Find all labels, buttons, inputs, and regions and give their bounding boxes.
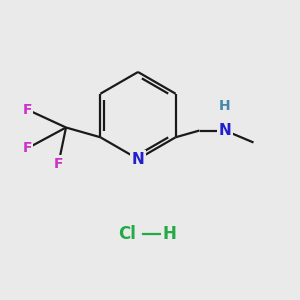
Text: H: H xyxy=(219,100,231,113)
Text: F: F xyxy=(54,157,63,170)
Text: N: N xyxy=(219,123,231,138)
Text: Cl: Cl xyxy=(118,225,136,243)
Text: F: F xyxy=(22,142,32,155)
Text: F: F xyxy=(22,103,32,116)
Text: N: N xyxy=(132,152,144,166)
Text: H: H xyxy=(163,225,176,243)
